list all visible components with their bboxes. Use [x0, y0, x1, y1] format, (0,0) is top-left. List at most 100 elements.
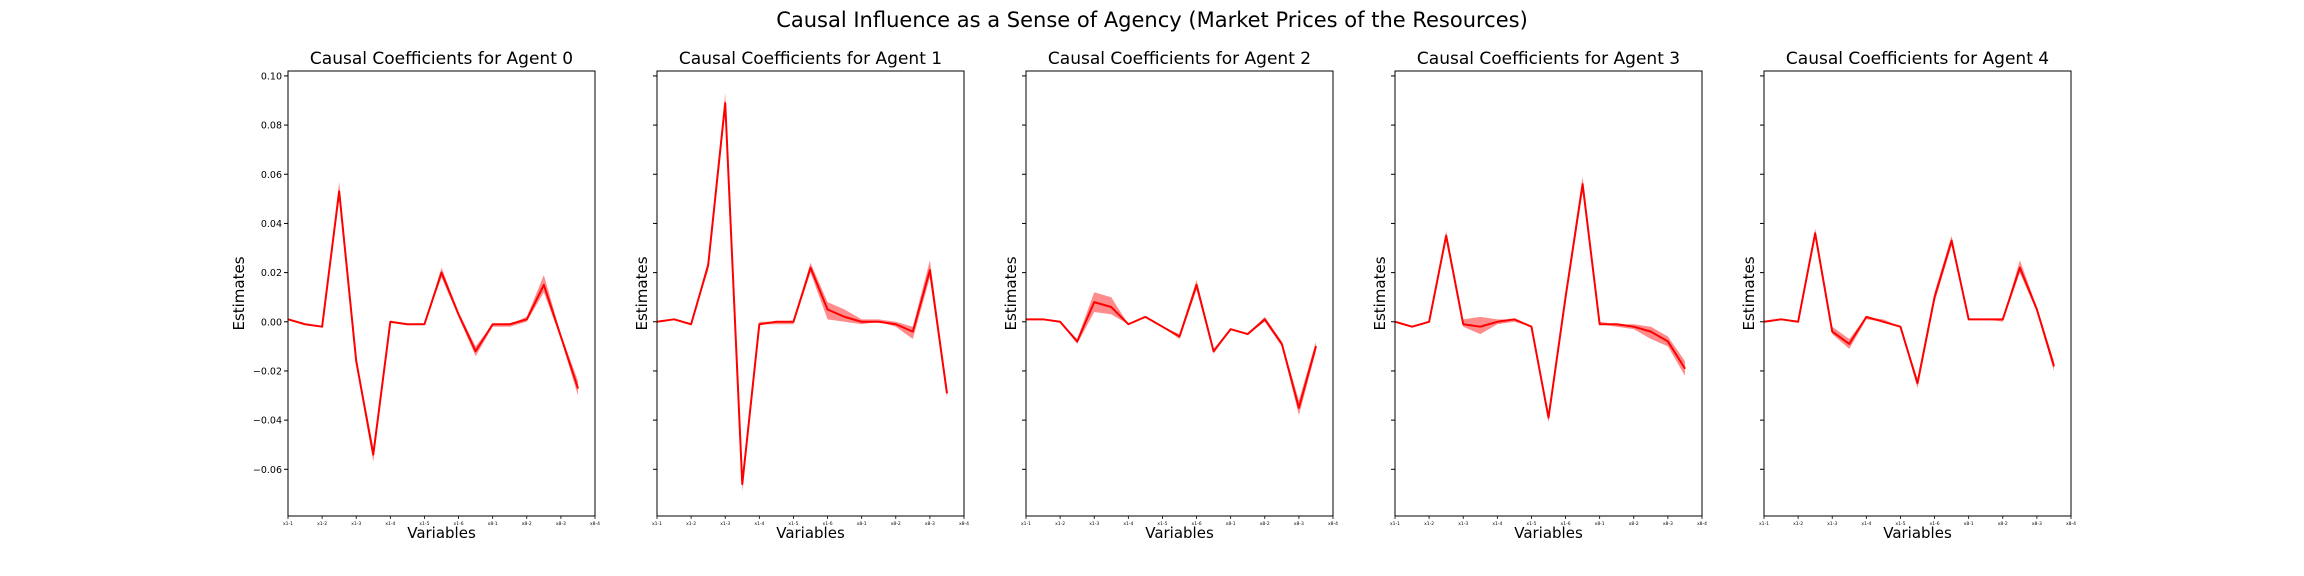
subplot-title: Causal Coefficients for Agent 2: [1048, 49, 1311, 69]
data-point: [1445, 235, 1447, 237]
x-tick-label: x1-3: [351, 521, 361, 527]
data-point: [912, 331, 914, 333]
data-point: [1616, 323, 1618, 325]
data-point: [1882, 321, 1884, 323]
data-point: [1247, 333, 1249, 335]
data-point: [406, 323, 408, 325]
x-tick-label: x1-5: [1526, 521, 1536, 527]
x-tick-label: x8-1: [857, 521, 867, 527]
x-tick-label: x1-2: [317, 521, 327, 527]
x-tick-label: x8-3: [1663, 521, 1673, 527]
y-axis-label: Estimates: [1371, 256, 1389, 330]
x-tick-label: x8-4: [959, 521, 969, 527]
x-tick-label: x8-1: [1964, 521, 1974, 527]
plot-frame: [656, 70, 965, 517]
data-point: [1650, 331, 1652, 333]
data-point: [1951, 240, 1953, 242]
plot-frame: [1763, 70, 2072, 517]
x-axis-label: Variables: [407, 524, 476, 542]
data-point: [1144, 316, 1146, 318]
data-point: [1916, 382, 1919, 384]
data-point: [492, 323, 494, 325]
x-tick-label: x8-1: [1595, 521, 1605, 527]
x-tick-label: x1-5: [419, 521, 429, 527]
data-point: [1479, 326, 1481, 328]
x-tick-label: x1-2: [1055, 521, 1065, 527]
data-point: [1780, 318, 1782, 320]
x-tick-label: x1-5: [1895, 521, 1905, 527]
data-point: [1127, 323, 1129, 325]
x-axis-label: Variables: [1145, 524, 1214, 542]
x-tick-label: x1-5: [1157, 521, 1167, 527]
y-tick-label: 0.02: [261, 268, 282, 279]
y-axis-label: Estimates: [1740, 256, 1758, 330]
data-point: [878, 321, 880, 323]
x-tick-label: x1-1: [1759, 521, 1769, 527]
data-point: [1633, 326, 1635, 328]
subplot-agent-2: Causal Coefficients for Agent 2 x1-1 x1-2 x…: [1002, 49, 1338, 542]
x-tick-label: x1-3: [720, 521, 730, 527]
x-tick-label: x1-4: [754, 521, 764, 527]
confidence-band: [1026, 279, 1316, 416]
data-point: [1530, 326, 1533, 328]
data-point: [1496, 321, 1498, 323]
data-point: [355, 360, 357, 362]
data-point: [1985, 318, 1987, 320]
x-tick-label: x1-6: [1192, 521, 1202, 527]
subplot-agent-4: Causal Coefficients for Agent 4 x1-1 x1-2 x…: [1740, 49, 2076, 542]
data-point: [861, 321, 863, 323]
y-tick-label: 0.06: [261, 170, 282, 181]
x-tick-label: x1-1: [1390, 521, 1400, 527]
data-point: [673, 318, 675, 320]
data-point: [1797, 321, 1799, 323]
y-tick-label: −0.04: [253, 416, 282, 427]
data-point: [457, 313, 460, 315]
data-point: [304, 323, 306, 325]
data-point: [1178, 335, 1181, 338]
confidence-band: [288, 181, 578, 462]
plot-frame: [1394, 70, 1703, 517]
confidence-band: [1764, 228, 2054, 389]
x-tick-label: x1-2: [686, 521, 696, 527]
data-point: [321, 326, 323, 328]
x-tick-label: x8-4: [2066, 521, 2076, 527]
data-point: [1684, 367, 1686, 370]
subplot-agent-1: Causal Coefficients for Agent 1 x1-1 x1-2 x…: [633, 49, 969, 542]
data-point: [1428, 321, 1430, 323]
data-point: [826, 308, 829, 311]
data-point: [946, 392, 948, 394]
data-point: [1110, 306, 1112, 308]
data-point: [1161, 326, 1164, 328]
data-point: [389, 321, 391, 323]
data-point: [372, 453, 374, 456]
confidence-band: [1395, 176, 1685, 423]
data-point: [1059, 321, 1061, 323]
x-tick-label: x1-1: [1021, 521, 1031, 527]
series-line: [656, 101, 948, 486]
data-point: [2002, 318, 2004, 320]
plot-frame: [287, 70, 596, 517]
x-tick-label: x8-3: [2032, 521, 2042, 527]
data-point: [792, 321, 795, 323]
y-tick-label: −0.02: [253, 366, 282, 377]
y-tick-label: 0.00: [261, 317, 282, 328]
data-point: [844, 316, 846, 318]
x-tick-label: x8-2: [1998, 521, 2008, 527]
data-point: [1831, 331, 1833, 333]
data-point: [2053, 365, 2055, 367]
data-point: [775, 321, 777, 323]
x-axis-label: Variables: [1514, 524, 1583, 542]
data-point: [2036, 308, 2038, 311]
data-point: [1899, 326, 1902, 328]
x-tick-label: x8-1: [488, 521, 498, 527]
data-point: [1411, 326, 1413, 328]
data-point: [758, 323, 760, 325]
data-point: [724, 102, 726, 104]
data-point: [1667, 340, 1669, 343]
data-point: [560, 335, 562, 338]
data-point: [1076, 340, 1078, 343]
subplot-title: Causal Coefficients for Agent 1: [679, 49, 942, 69]
subplot-title: Causal Coefficients for Agent 4: [1786, 49, 2049, 69]
x-tick-label: x1-1: [283, 521, 293, 527]
data-point: [1564, 296, 1567, 298]
